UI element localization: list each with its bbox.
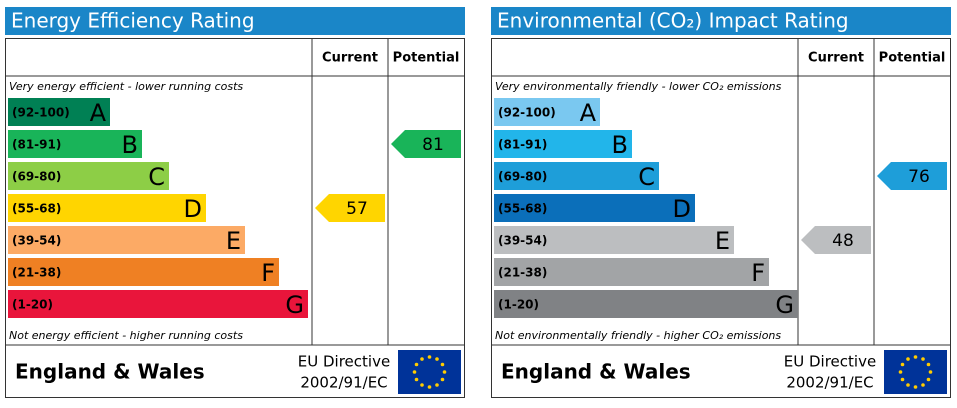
eu-star (926, 362, 931, 367)
eu-star (900, 362, 905, 367)
panel-title: Energy Efficiency Rating (11, 9, 255, 33)
eu-star (921, 383, 925, 387)
band-letter: D (184, 195, 202, 223)
band-range: (69-80) (498, 170, 547, 184)
eu-star (412, 370, 417, 374)
footer-country: England & Wales (501, 360, 691, 384)
eu-star (898, 370, 903, 374)
current-arrow (801, 226, 871, 254)
band-range: (92-100) (498, 106, 556, 120)
panel-title: Environmental (CO₂) Impact Rating (497, 9, 849, 33)
band (494, 226, 734, 254)
eu-star (928, 370, 933, 374)
title-bar (491, 7, 951, 35)
footer-directive: 2002/91/EC (786, 374, 873, 392)
band (494, 258, 769, 286)
band (8, 162, 169, 190)
band-letter: F (261, 259, 275, 287)
band-range: (1-20) (12, 298, 53, 312)
band-letter: D (673, 195, 691, 223)
eu-star (440, 362, 445, 367)
band (494, 194, 695, 222)
band-letter: A (580, 99, 597, 127)
top-note: Very energy efficient - lower running co… (9, 80, 243, 93)
eu-star (906, 383, 910, 387)
band-letter: C (148, 163, 165, 191)
band-letter: G (285, 291, 304, 319)
band-range: (69-80) (12, 170, 61, 184)
eu-star (435, 357, 439, 361)
band (8, 98, 110, 126)
bottom-note: Not energy efficient - higher running co… (9, 329, 243, 342)
potential-value: 81 (422, 135, 444, 155)
band (8, 258, 279, 286)
top-note: Very environmentally friendly - lower CO… (495, 80, 782, 93)
band (8, 194, 206, 222)
rating-panel: Energy Efficiency Rating Current Potential… (5, 7, 465, 398)
potential-header: Potential (879, 51, 946, 66)
potential-value: 76 (908, 167, 930, 187)
eu-star (926, 377, 931, 382)
band-range: (55-68) (12, 202, 61, 216)
footer-country: England & Wales (15, 360, 205, 384)
band (494, 98, 600, 126)
band-range: (21-38) (12, 266, 61, 280)
eu-star (414, 362, 419, 367)
band (8, 226, 245, 254)
band-letter: B (612, 131, 628, 159)
current-header: Current (322, 51, 378, 66)
eu-star (913, 355, 918, 359)
eu-star (440, 377, 445, 382)
band (8, 290, 308, 318)
potential-arrow (391, 130, 461, 158)
band-letter: B (122, 131, 138, 159)
band-range: (39-54) (498, 234, 547, 248)
frame (5, 38, 465, 398)
potential-header: Potential (393, 51, 460, 66)
band-range: (55-68) (498, 202, 547, 216)
eu-star (906, 357, 910, 361)
band (494, 130, 632, 158)
eu-star (442, 370, 447, 374)
band-letter: G (775, 291, 794, 319)
footer-directive: EU Directive (784, 353, 876, 371)
bottom-note: Not environmentally friendly - higher CO… (495, 329, 781, 342)
eu-star (427, 355, 432, 359)
band-letter: F (751, 259, 765, 287)
band-letter: E (715, 227, 730, 255)
band-letter: C (638, 163, 655, 191)
current-arrow (315, 194, 385, 222)
band-range: (21-38) (498, 266, 547, 280)
eu-star (921, 357, 925, 361)
title-bar (5, 7, 465, 35)
band-range: (39-54) (12, 234, 61, 248)
band-range: (92-100) (12, 106, 70, 120)
current-value: 57 (346, 199, 368, 219)
band (494, 290, 798, 318)
band (8, 130, 142, 158)
band-range: (81-91) (12, 138, 61, 152)
band-range: (81-91) (498, 138, 547, 152)
eu-star (900, 377, 905, 382)
rating-panel: Environmental (CO₂) Impact Rating Current… (491, 7, 951, 398)
footer-directive: EU Directive (298, 353, 390, 371)
eu-star (420, 383, 424, 387)
footer-directive: 2002/91/EC (300, 374, 387, 392)
current-value: 48 (832, 231, 854, 251)
band-range: (1-20) (498, 298, 539, 312)
frame (491, 38, 951, 398)
band-letter: E (226, 227, 241, 255)
eu-star (435, 383, 439, 387)
eu-star (913, 385, 918, 389)
potential-arrow (877, 162, 947, 190)
eu-star (414, 377, 419, 382)
current-header: Current (808, 51, 864, 66)
eu-star (427, 385, 432, 389)
eu-star (420, 357, 424, 361)
band (494, 162, 659, 190)
band-letter: A (90, 99, 107, 127)
